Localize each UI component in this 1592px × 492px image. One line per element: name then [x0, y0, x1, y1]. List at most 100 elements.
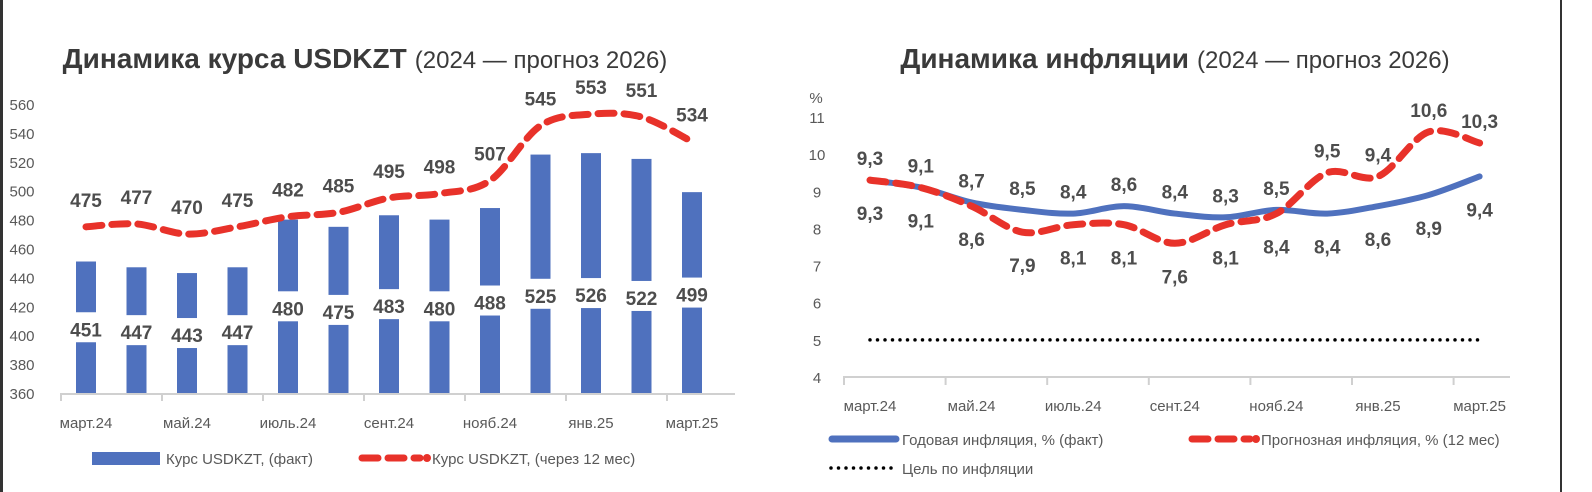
bar-value-label: 480 [424, 299, 456, 320]
chart2-title-main: Динамика инфляции [900, 43, 1189, 74]
fact-value-label: 8,4 [1060, 183, 1087, 204]
fact-value-label: 8,7 [958, 171, 984, 192]
forecast-value-label: 470 [171, 198, 203, 219]
fact-value-label: 8,6 [1111, 175, 1137, 196]
legend-swatch-forecast-dot [1252, 435, 1260, 443]
x-tick-label: янв.25 [568, 415, 613, 432]
bar-fact [530, 154, 551, 393]
forecast-value-label: 10,3 [1461, 112, 1498, 133]
bar-value-label: 499 [676, 286, 708, 307]
legend-swatch-forecast-dot [423, 454, 431, 462]
x-tick-label: июль.24 [1045, 398, 1102, 415]
chart1-title-sub: (2024 — прогноз 2026) [415, 47, 668, 74]
legend-label-forecast: Курс USDKZT, (через 12 мес) [432, 451, 635, 468]
bar-fact [581, 153, 601, 393]
y-tick-label: 10 [809, 147, 826, 164]
y-tick-label: 460 [9, 242, 34, 259]
fact-value-label: 9,3 [857, 204, 883, 225]
bar-value-label: 526 [575, 286, 607, 307]
bar-label-bg [165, 318, 209, 349]
chart2-title: Динамика инфляции (2024 — прогноз 2026) [900, 43, 1449, 74]
legend-label-fact: Курс USDKZT, (факт) [166, 451, 313, 468]
y-tick-label: 480 [9, 213, 34, 230]
forecast-value-label: 545 [525, 90, 557, 111]
right-border [1560, 0, 1562, 492]
forecast-value-label: 485 [323, 176, 355, 197]
forecast-value-label: 507 [474, 145, 506, 166]
bar-value-label: 525 [525, 287, 557, 308]
y-tick-label: 8 [813, 221, 821, 238]
forecast-line [82, 109, 696, 238]
legend-label-target: Цель по инфляции [902, 461, 1033, 478]
x-tick-label: март.25 [666, 415, 719, 432]
forecast-value-label: 482 [272, 181, 304, 202]
forecast-value-label: 8,6 [958, 230, 984, 251]
fact-value-label: 8,3 [1212, 186, 1238, 207]
x-tick-label: сент.24 [364, 415, 414, 432]
forecast-value-label: 498 [424, 158, 456, 179]
forecast-value-label: 8,4 [1263, 238, 1290, 259]
y-tick-label: 7 [813, 259, 821, 276]
y-tick-label: 9 [813, 184, 821, 201]
forecast-value-label: 477 [121, 188, 153, 209]
chart1-title: Динамика курса USDKZT (2024 — прогноз 202… [63, 43, 668, 74]
bar-fact [631, 158, 652, 393]
bar-value-label: 522 [626, 289, 658, 310]
bar-value-label: 443 [171, 326, 203, 347]
bar-value-label: 447 [222, 323, 254, 344]
legend-label-fact: Годовая инфляция, % (факт) [902, 432, 1103, 449]
bar-label-bg [619, 280, 664, 311]
y-tick-label: 500 [9, 184, 34, 201]
forecast-value-label: 551 [626, 81, 658, 102]
forecast-value-label: 9,3 [857, 149, 883, 170]
y-tick-label: 560 [9, 97, 34, 114]
left-border [0, 0, 3, 492]
chart2-title-sub: (2024 — прогноз 2026) [1197, 47, 1450, 74]
bar-value-label: 483 [373, 297, 405, 318]
x-tick-label: янв.25 [1355, 398, 1400, 415]
fact-value-label: 8,9 [1416, 219, 1442, 240]
y-tick-label: 520 [9, 155, 34, 172]
bar-label-bg [114, 315, 159, 346]
fact-value-label: 9,1 [908, 212, 935, 233]
y-tick-label: 420 [9, 299, 34, 316]
legend-swatch-fact [92, 452, 160, 465]
bar-label-bg [215, 315, 260, 346]
y-tick-label: 4 [813, 370, 821, 387]
x-tick-label: март.25 [1453, 398, 1506, 415]
legend-label-forecast: Прогнозная инфляция, % (12 мес) [1261, 432, 1500, 449]
y-tick-label: 6 [813, 296, 821, 313]
bar-label-bg [670, 277, 714, 308]
x-tick-label: нояб.24 [1249, 398, 1303, 415]
x-tick-label: март.24 [60, 415, 113, 432]
bar-value-label: 451 [70, 320, 102, 341]
bar-value-label: 475 [323, 303, 355, 324]
forecast-value-label: 553 [575, 78, 607, 99]
fact-value-label: 8,4 [1314, 238, 1341, 259]
x-tick-label: май.24 [163, 415, 211, 432]
y-axis-unit: % [809, 90, 822, 107]
x-tick-label: март.24 [844, 398, 897, 415]
forecast-value-label: 495 [373, 162, 405, 183]
y-tick-label: 400 [9, 328, 34, 345]
forecast-value-label: 9,5 [1314, 142, 1341, 163]
fact-value-label: 9,4 [1466, 200, 1493, 221]
y-tick-label: 540 [9, 126, 34, 143]
forecast-value-label: 8,1 [1212, 249, 1239, 270]
y-tick-label: 440 [9, 270, 34, 287]
forecast-inflation-line [866, 127, 1484, 247]
fact-value-label: 8,5 [1009, 179, 1036, 200]
fact-value-label: 8,4 [1162, 183, 1189, 204]
forecast-value-label: 9,4 [1365, 145, 1392, 166]
bar-label-bg [64, 312, 108, 343]
forecast-value-label: 9,1 [908, 157, 935, 178]
forecast-value-label: 10,6 [1410, 101, 1447, 122]
bar-label-bg [367, 289, 411, 320]
x-tick-label: нояб.24 [463, 415, 517, 432]
bar-value-label: 480 [272, 299, 304, 320]
bar-label-bg [316, 294, 361, 325]
y-tick-label: 5 [813, 333, 821, 350]
bar-value-label: 447 [121, 323, 153, 344]
x-tick-label: июль.24 [260, 415, 317, 432]
